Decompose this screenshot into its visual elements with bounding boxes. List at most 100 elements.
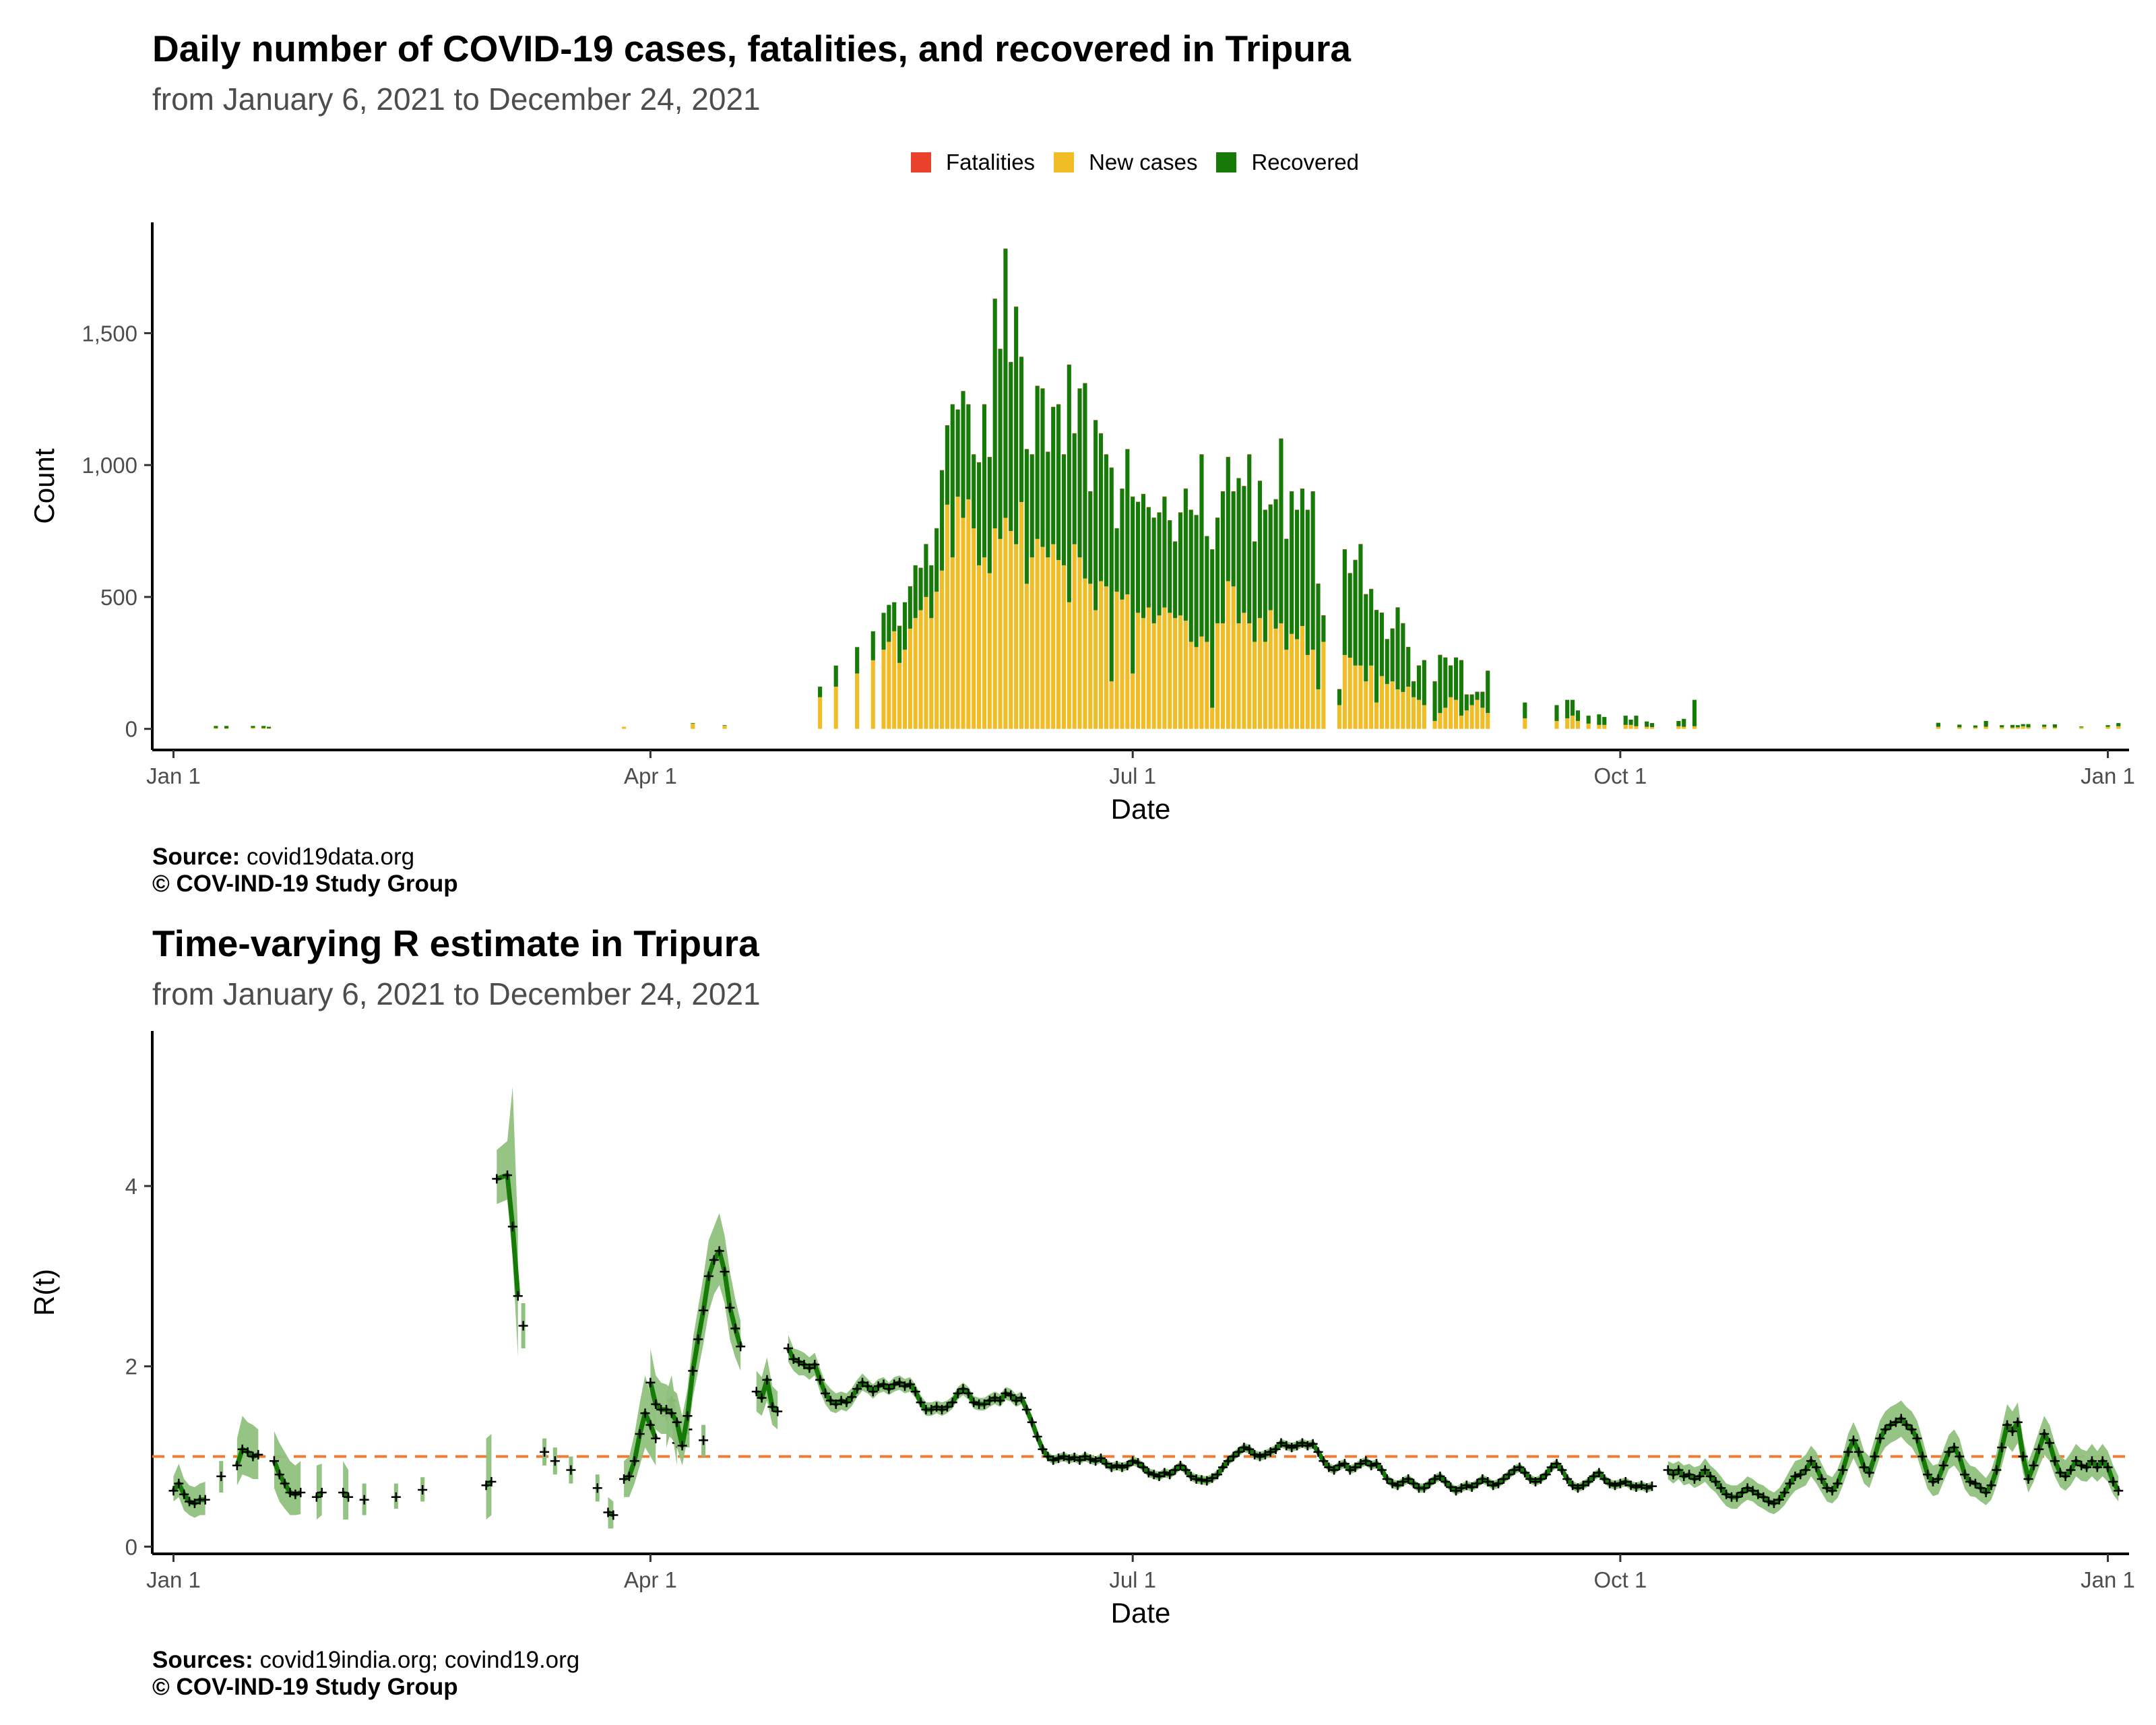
r-point-marker [640,1408,650,1418]
bar-recovered [2015,725,2020,728]
r-point-marker [1796,1470,1806,1480]
r-point-marker [1689,1474,1699,1484]
r-point-marker [1069,1452,1079,1462]
bar-recovered [1634,716,1639,726]
r-point-marker [1027,1417,1037,1427]
bar-recovered [1412,681,1416,697]
bar-new-cases [722,725,727,729]
bar-new-cases [1342,655,1347,729]
bar-recovered [1957,724,1962,728]
r-point-marker [1605,1478,1615,1488]
r-point-marker [1769,1499,1779,1509]
bar-new-cases [982,557,987,729]
bar-new-cases [1178,615,1183,729]
r-point-marker [1700,1465,1710,1475]
bar-new-cases [1358,665,1363,729]
r-point-marker [969,1398,979,1408]
chart1-caption: Source: covid19data.org © COV-IND-19 Stu… [152,844,458,898]
legend-key-recovered [1216,152,1237,172]
bar-new-cases [1029,557,1034,729]
bar-fatalities [1072,433,1077,434]
bar-recovered [2026,724,2031,728]
bar-new-cases [1242,613,1246,729]
r-point-marker [1944,1447,1954,1457]
r-point-marker [1234,1447,1244,1457]
bar-new-cases [266,728,272,729]
bar-new-cases [1226,581,1230,729]
bar-new-cases [1019,501,1024,729]
r-point-marker [666,1408,676,1418]
bar-recovered [1438,655,1442,714]
r-point-marker [1419,1483,1429,1493]
r-point-marker [2023,1474,2033,1484]
bar-fatalities [1257,480,1263,481]
r-point-marker [2092,1462,2102,1472]
bar-recovered [1682,718,1686,727]
chart1-x-tick-label: Oct 1 [1593,763,1647,788]
bar-recovered [2052,724,2057,728]
r-point-marker [661,1404,671,1414]
bar-new-cases [1449,697,1453,729]
bar-recovered [1194,515,1199,648]
bar-new-cases [961,518,965,729]
bar-new-cases [1310,650,1315,729]
r-point-marker [773,1406,783,1416]
r-point-marker [1594,1468,1604,1478]
bar-fatalities [939,470,945,471]
r-point-marker [1223,1456,1233,1466]
r-point-marker [1133,1457,1143,1468]
r-point-marker [2071,1456,2081,1466]
chart1-plot: 0 500 1,000 1,500 Jan 1 Apr 1 Jul 1 Oct 1 Jan 1 D… [28,222,2135,825]
confidence-band [486,1434,492,1520]
r-point-marker [1822,1483,1832,1493]
bar-new-cases [1024,584,1029,729]
bar-fatalities [1114,528,1119,529]
bar-new-cases [1009,531,1013,729]
r-point-marker [174,1478,184,1488]
bar-new-cases [1205,641,1209,729]
bar-recovered [1093,420,1098,610]
bar-new-cases [1379,676,1384,729]
r-point-marker [836,1395,846,1406]
bar-new-cases [1682,726,1686,729]
r-point-marker [1811,1462,1821,1472]
bar-new-cases [1093,610,1098,729]
bar-new-cases [1077,557,1082,729]
r-point-marker [1705,1471,1715,1481]
r-point-marker [1737,1488,1747,1498]
bar-new-cases [224,728,229,729]
bar-recovered [1449,665,1453,697]
r-point-marker [1483,1476,1493,1486]
r-point-marker [1382,1474,1392,1484]
bar-new-cases [1984,726,1988,729]
r-point-marker [1075,1455,1085,1465]
bar-recovered [1178,512,1183,616]
chart2-y-tick-label: 2 [125,1354,137,1379]
r-point-marker [513,1291,523,1301]
bar-new-cases [1141,618,1146,729]
bar-recovered [1088,491,1093,584]
bar-fatalities [1449,665,1453,666]
bar-new-cases [1014,544,1019,729]
r-point-marker [1186,1471,1196,1481]
r-point-marker [629,1456,639,1466]
bar-new-cases [1443,708,1448,729]
bar-recovered [1353,560,1358,666]
bar-fatalities [1480,691,1485,692]
r-point-marker [1472,1478,1482,1488]
bar-fatalities [982,404,987,405]
r-point-marker [979,1399,989,1409]
r-point-marker [2114,1486,2124,1496]
bar-new-cases [1279,623,1283,729]
r-point-marker [1043,1451,1053,1462]
r-point-marker [2082,1462,2092,1472]
r-point-marker [1387,1478,1397,1488]
r-point-marker [1589,1471,1599,1481]
r-point-marker [868,1387,878,1397]
bar-new-cases [1220,623,1225,729]
r-point-marker [1493,1478,1503,1488]
bar-new-cases [1401,691,1405,729]
bar-recovered [1310,491,1315,650]
bar-new-cases [1575,720,1581,729]
